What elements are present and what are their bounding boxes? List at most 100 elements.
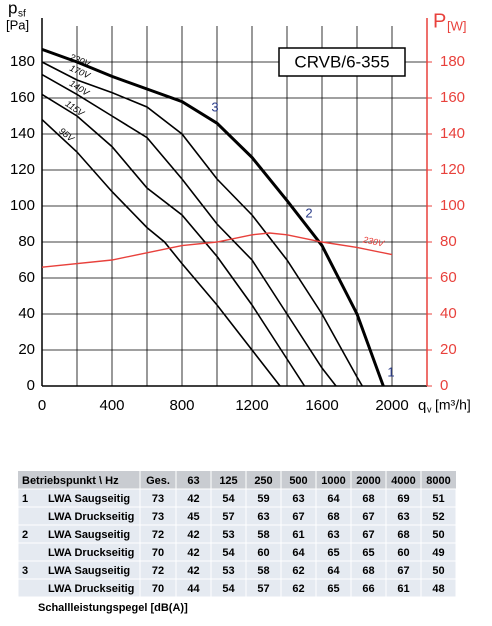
x-unit: [m³/h] <box>435 397 471 413</box>
x-label-sub: v <box>427 404 432 414</box>
table-cell: 69 <box>397 493 409 505</box>
table-cell: 67 <box>397 565 409 577</box>
annotation: 2 <box>305 205 312 220</box>
table-cell: 50 <box>432 529 444 541</box>
y2-tick-label: 80 <box>440 233 457 250</box>
y-tick-label: 0 <box>27 377 35 394</box>
table-cell: 70 <box>152 547 164 559</box>
y-tick-label: 140 <box>10 125 35 142</box>
table-cell: 49 <box>432 547 444 559</box>
y2-tick-label: 160 <box>440 89 465 106</box>
table-cell: 67 <box>362 529 374 541</box>
table-cell: 42 <box>187 565 199 577</box>
y-tick-label: 100 <box>10 197 35 214</box>
table-row-label: LWA Saugseitig <box>48 529 130 541</box>
table-cell: 51 <box>432 493 444 505</box>
table-row-label: LWA Saugseitig <box>48 493 130 505</box>
table-cell: 68 <box>397 529 409 541</box>
table-cell: 62 <box>292 583 304 595</box>
table-cell: 72 <box>152 529 164 541</box>
table-cell: 58 <box>257 529 269 541</box>
series-line <box>41 232 393 268</box>
table-cell: 57 <box>257 583 269 595</box>
table-point: 1 <box>22 493 28 505</box>
table-cell: 52 <box>432 511 444 523</box>
table-header: Betriebspunkt \ Hz <box>22 475 119 487</box>
chart-title: CRVB/6-355 <box>294 52 389 71</box>
table-cell: 42 <box>187 547 199 559</box>
y2-tick-label: 20 <box>440 341 457 358</box>
y2-label: P <box>433 10 446 32</box>
table-cell: 64 <box>327 565 340 577</box>
table-cell: 50 <box>432 565 444 577</box>
table-cell: 62 <box>292 565 304 577</box>
x-tick-label: 1200 <box>235 397 268 414</box>
table-row-label: LWA Druckseitig <box>48 511 134 523</box>
table-header: 500 <box>289 475 307 487</box>
x-tick-label: 2000 <box>375 397 408 414</box>
x-tick-label: 1600 <box>305 397 338 414</box>
table-cell: 68 <box>327 511 339 523</box>
table-cell: 44 <box>187 583 200 595</box>
y2-tick-label: 0 <box>440 377 448 394</box>
y2-unit: [W] <box>447 18 467 33</box>
x-tick-label: 800 <box>169 397 194 414</box>
table-cell: 73 <box>152 511 164 523</box>
series-label: 95V <box>57 126 76 145</box>
table-cell: 63 <box>257 511 269 523</box>
table-header: 4000 <box>391 475 415 487</box>
table-cell: 72 <box>152 565 164 577</box>
table-cell: 63 <box>327 529 339 541</box>
table-header: 125 <box>219 475 237 487</box>
table-header: 2000 <box>356 475 380 487</box>
y-tick-label: 160 <box>10 89 35 106</box>
table-row-label: LWA Druckseitig <box>48 583 134 595</box>
table-cell: 68 <box>362 565 374 577</box>
table-cell: 45 <box>187 511 199 523</box>
x-label: q <box>418 397 426 414</box>
y-tick-label: 60 <box>18 269 35 286</box>
table-cell: 67 <box>292 511 304 523</box>
series-label: 230V <box>361 234 386 249</box>
table-cell: 60 <box>257 547 269 559</box>
table-point: 2 <box>22 529 28 541</box>
y2-tick-label: 40 <box>440 305 457 322</box>
y2-tick-label: 60 <box>440 269 457 286</box>
table-cell: 61 <box>292 529 304 541</box>
y2-tick-label: 100 <box>440 197 465 214</box>
y2-tick-label: 120 <box>440 161 465 178</box>
y-unit: [Pa] <box>6 17 29 32</box>
x-tick-label: 0 <box>38 397 46 414</box>
table-row-bg <box>17 578 457 598</box>
table-cell: 65 <box>327 547 339 559</box>
annotation: 1 <box>387 364 394 379</box>
table-cell: 59 <box>257 493 269 505</box>
table-cell: 42 <box>187 529 199 541</box>
table-header: 8000 <box>426 475 450 487</box>
table-header-bg <box>18 471 456 489</box>
table-point: 3 <box>22 565 28 577</box>
y-tick-label: 120 <box>10 161 35 178</box>
series-line <box>41 47 385 387</box>
table-footer: Schallleistungspegel [dB(A)] <box>38 602 188 614</box>
y-tick-label: 40 <box>18 305 35 322</box>
table-cell: 67 <box>362 511 374 523</box>
y-tick-label: 80 <box>18 233 35 250</box>
title-box <box>278 47 406 77</box>
table-cell: 57 <box>222 511 234 523</box>
table-cell: 66 <box>362 583 374 595</box>
y2-tick-label: 140 <box>440 125 465 142</box>
table-cell: 53 <box>222 565 234 577</box>
table-cell: 60 <box>397 547 409 559</box>
table-cell: 63 <box>397 511 409 523</box>
table-row-label: LWA Druckseitig <box>48 547 134 559</box>
table-cell: 65 <box>327 583 339 595</box>
x-tick-label: 400 <box>99 397 124 414</box>
table-header: Ges. <box>146 475 170 487</box>
y-tick-label: 180 <box>10 53 35 70</box>
series-line <box>41 61 363 387</box>
table-cell: 73 <box>152 493 164 505</box>
y-label: p <box>8 0 17 17</box>
table-cell: 68 <box>362 493 374 505</box>
